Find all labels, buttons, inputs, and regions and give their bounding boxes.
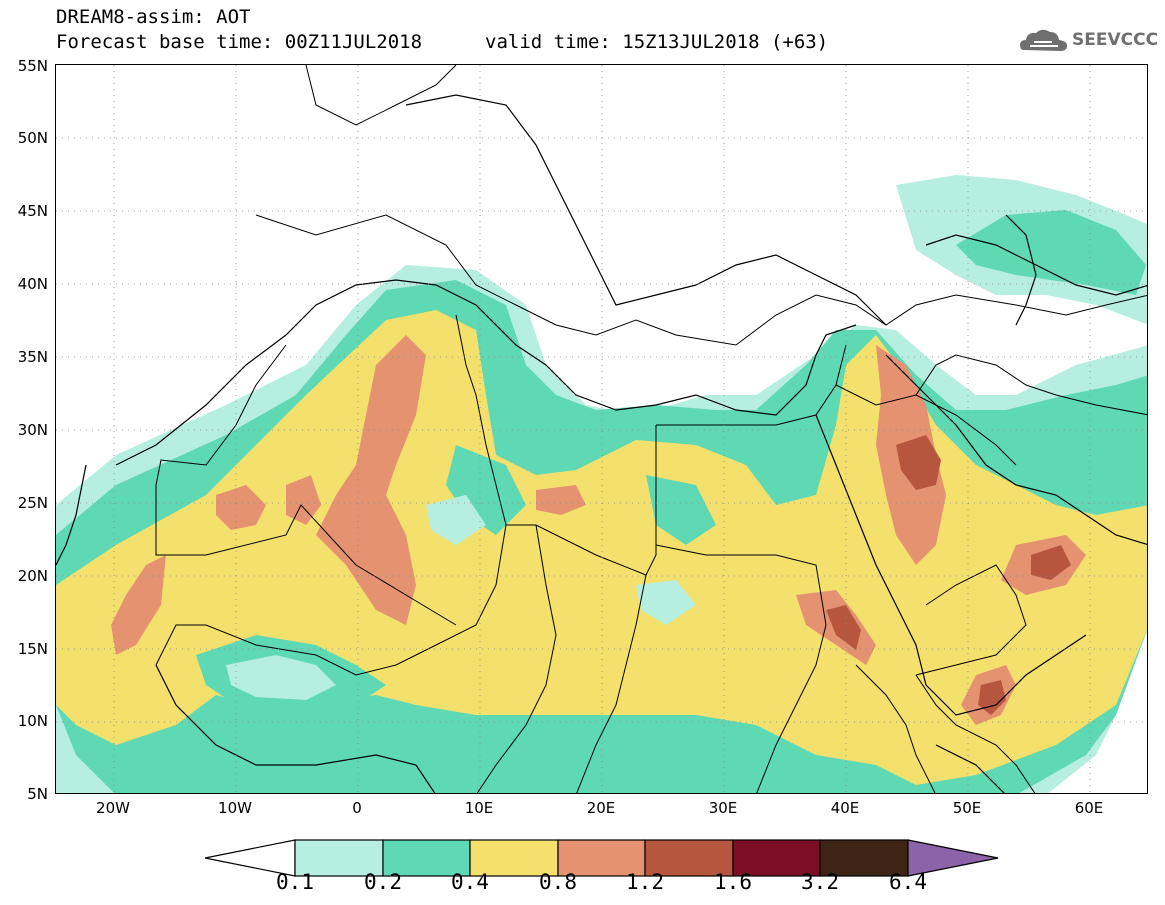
colorbar-label-0.4: 0.4 (451, 870, 489, 894)
lon-label-40e: 40E (830, 799, 860, 817)
graticule (56, 65, 1147, 793)
colorbar-segment-above-6.4 (907, 839, 999, 877)
lon-label-10e: 10E (464, 799, 494, 817)
aot-map (55, 64, 1148, 794)
forecast-base-time: Forecast base time: 00Z11JUL2018 (56, 31, 423, 53)
lon-label-60e: 60E (1074, 799, 1104, 817)
colorbar-label-1.2: 1.2 (626, 870, 664, 894)
lat-label-30n: 30N (17, 421, 48, 439)
country-borders (155, 65, 1147, 793)
seevccc-logo: SEEVCCC (1072, 30, 1159, 50)
colorbar-label-6.4: 6.4 (889, 870, 927, 894)
lon-label-50e: 50E (952, 799, 982, 817)
aot-0.8-algeria (316, 335, 426, 625)
colorbar-label-1.6: 1.6 (714, 870, 752, 894)
lat-label-50n: 50N (17, 129, 48, 147)
lat-label-10n: 10N (17, 712, 48, 730)
valid-time: valid time: 15Z13JUL2018 (+63) (485, 31, 829, 53)
colorbar-label-3.2: 3.2 (801, 870, 839, 894)
coastlines (56, 94, 1147, 793)
lon-label-30e: 30E (708, 799, 738, 817)
map-canvas (56, 65, 1147, 793)
aot-colorbar (205, 839, 999, 877)
lat-label-35n: 35N (17, 348, 48, 366)
map-title: DREAM8-assim: AOT (56, 6, 251, 28)
lon-label-10w: 10W (218, 799, 252, 817)
aot-0.2-caspian (956, 210, 1146, 295)
lon-label-0: 0 (352, 799, 362, 817)
lat-label-5n: 5N (27, 785, 48, 803)
colorbar-segment-0.1 (294, 839, 384, 877)
lat-label-45n: 45N (17, 202, 48, 220)
lon-label-20w: 20W (96, 799, 130, 817)
colorbar-label-0.8: 0.8 (539, 870, 577, 894)
aot-1.2-arabia (896, 435, 941, 490)
colorbar-segment-0.2 (382, 839, 471, 877)
lat-label-40n: 40N (17, 275, 48, 293)
aot-0.8-mauritania (111, 555, 166, 655)
lat-label-25n: 25N (17, 494, 48, 512)
lat-label-20n: 20N (17, 567, 48, 585)
lon-label-20e: 20E (586, 799, 616, 817)
colorbar-segment-1.2 (644, 839, 734, 877)
cloud-icon (1020, 29, 1068, 51)
colorbar-label-0.1: 0.1 (276, 870, 314, 894)
lat-label-15n: 15N (17, 640, 48, 658)
lat-label-55n: 55N (17, 57, 48, 75)
colorbar-segment-1.6 (732, 839, 821, 877)
colorbar-label-0.2: 0.2 (364, 870, 402, 894)
